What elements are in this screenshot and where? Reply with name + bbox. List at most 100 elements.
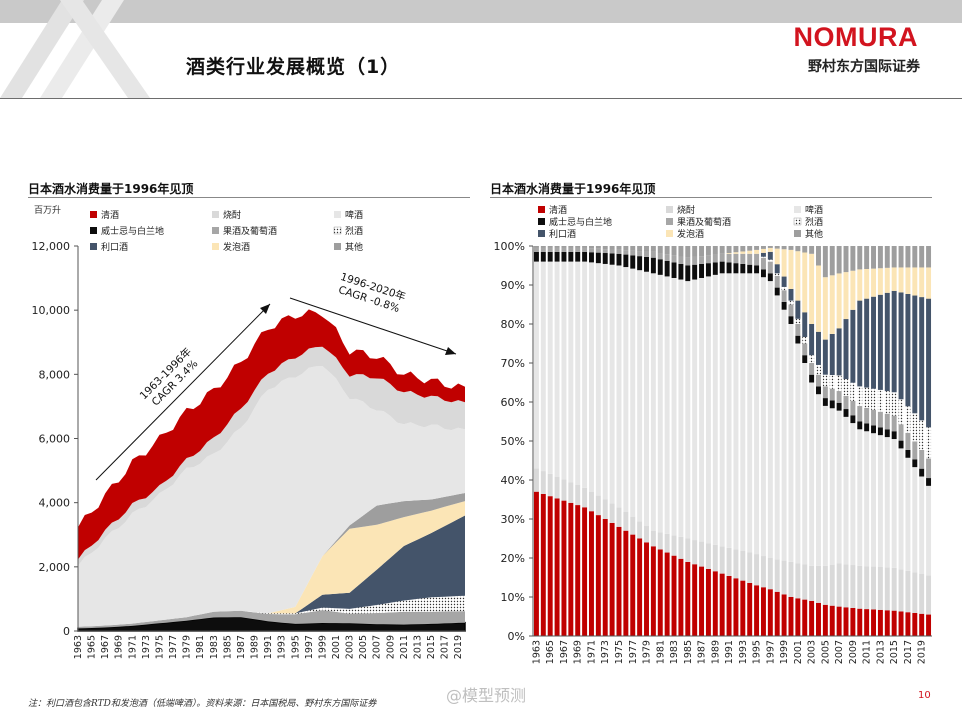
bar-其他 bbox=[740, 246, 746, 252]
bar-发泡酒 bbox=[864, 269, 870, 299]
legend-swatch-烧酎 bbox=[212, 211, 219, 218]
bar-其他 bbox=[843, 246, 849, 273]
bar-威士忌与白兰地 bbox=[747, 264, 753, 274]
bar-威士忌与白兰地 bbox=[540, 251, 546, 262]
bar-果酒及葡萄酒 bbox=[712, 254, 718, 263]
bar-清酒 bbox=[664, 552, 670, 636]
legend-label-其他: 其他 bbox=[805, 228, 823, 240]
bar-烧酎 bbox=[795, 563, 801, 599]
bar-清酒 bbox=[740, 580, 746, 636]
bar-利口酒 bbox=[898, 292, 904, 400]
bar-其他 bbox=[864, 246, 870, 270]
x-tick-label: 1995 bbox=[752, 640, 763, 664]
legend-swatch-烈酒 bbox=[793, 217, 802, 226]
legend-label-清酒: 清酒 bbox=[549, 204, 567, 216]
bar-烧酎 bbox=[843, 564, 849, 608]
bar-利口酒 bbox=[788, 288, 794, 301]
bar-烈酒 bbox=[822, 374, 828, 387]
bar-威士忌与白兰地 bbox=[547, 251, 553, 262]
legend-swatch-威士忌与白兰地 bbox=[90, 227, 97, 234]
bar-清酒 bbox=[816, 602, 821, 636]
bar-威士忌与白兰地 bbox=[678, 263, 684, 280]
legend-swatch-烈酒 bbox=[333, 226, 342, 235]
bar-啤酒 bbox=[774, 295, 780, 560]
bar-烧酎 bbox=[912, 572, 918, 613]
x-tick-label: 2011 bbox=[862, 640, 873, 664]
legend-swatch-清酒 bbox=[538, 206, 545, 213]
bar-威士忌与白兰地 bbox=[816, 386, 821, 395]
bar-啤酒 bbox=[898, 448, 904, 570]
bar-啤酒 bbox=[760, 277, 766, 557]
bar-发泡酒 bbox=[788, 249, 794, 289]
bar-清酒 bbox=[671, 555, 677, 636]
bar-其他 bbox=[582, 246, 588, 248]
bar-威士忌与白兰地 bbox=[671, 262, 677, 278]
bar-其他 bbox=[719, 246, 725, 254]
bar-啤酒 bbox=[871, 433, 876, 567]
header-bar: 酒类行业发展概览（1） NOMURA 野村东方国际证券 bbox=[0, 0, 962, 98]
bar-烧酎 bbox=[857, 565, 863, 609]
bar-威士忌与白兰地 bbox=[795, 335, 801, 344]
bar-清酒 bbox=[692, 564, 698, 636]
bar-其他 bbox=[561, 246, 567, 248]
area-series-烈酒 bbox=[78, 595, 465, 627]
bar-烧酎 bbox=[774, 559, 780, 592]
bar-威士忌与白兰地 bbox=[554, 251, 560, 262]
area-series-果酒及葡萄酒 bbox=[78, 610, 465, 629]
legend-swatch-果酒及葡萄酒 bbox=[212, 227, 219, 234]
bar-烧酎 bbox=[884, 567, 890, 611]
legend-label-果酒及葡萄酒: 果酒及葡萄酒 bbox=[223, 225, 277, 237]
bar-烧酎 bbox=[650, 530, 656, 547]
area-series-烧酎 bbox=[78, 346, 465, 566]
x-tick-label: 2013 bbox=[412, 635, 423, 659]
bar-威士忌与白兰地 bbox=[726, 262, 732, 274]
x-tick-label: 2009 bbox=[848, 640, 859, 664]
bar-果酒及葡萄酒 bbox=[781, 290, 787, 302]
bar-威士忌与白兰地 bbox=[850, 415, 856, 424]
bar-烧酎 bbox=[533, 468, 539, 492]
bar-清酒 bbox=[547, 496, 553, 636]
bar-清酒 bbox=[926, 614, 932, 636]
bar-清酒 bbox=[733, 578, 739, 636]
legend-swatch-烧酎 bbox=[666, 206, 673, 213]
bar-啤酒 bbox=[926, 485, 932, 576]
bar-啤酒 bbox=[864, 431, 870, 567]
bar-威士忌与白兰地 bbox=[582, 251, 588, 262]
x-tick-label: 1981 bbox=[655, 640, 666, 664]
bar-果酒及葡萄酒 bbox=[637, 251, 643, 257]
bar-烧酎 bbox=[664, 533, 670, 553]
bar-清酒 bbox=[781, 594, 787, 636]
bar-烧酎 bbox=[926, 575, 932, 615]
bar-啤酒 bbox=[650, 273, 656, 531]
area-series-其他 bbox=[78, 493, 465, 627]
x-tick-label: 1973 bbox=[600, 640, 611, 664]
bar-清酒 bbox=[623, 530, 629, 636]
bar-威士忌与白兰地 bbox=[912, 459, 918, 468]
bar-清酒 bbox=[850, 608, 856, 636]
x-tick-label: 2005 bbox=[358, 635, 369, 659]
bar-其他 bbox=[926, 246, 932, 268]
bar-烈酒 bbox=[891, 392, 897, 416]
bar-果酒及葡萄酒 bbox=[547, 247, 553, 252]
bar-果酒及葡萄酒 bbox=[767, 261, 773, 274]
bar-发泡酒 bbox=[767, 247, 773, 252]
bar-烧酎 bbox=[905, 570, 911, 613]
bar-啤酒 bbox=[802, 363, 808, 565]
bar-其他 bbox=[678, 246, 684, 257]
bar-啤酒 bbox=[699, 277, 705, 542]
bar-利口酒 bbox=[760, 252, 766, 257]
bar-果酒及葡萄酒 bbox=[788, 304, 794, 317]
bar-烧酎 bbox=[671, 535, 677, 556]
bar-威士忌与白兰地 bbox=[802, 355, 808, 363]
bar-其他 bbox=[630, 246, 636, 251]
bar-果酒及葡萄酒 bbox=[644, 251, 649, 257]
bar-其他 bbox=[871, 246, 876, 269]
bar-清酒 bbox=[829, 605, 835, 636]
bar-发泡酒 bbox=[733, 252, 739, 254]
bar-啤酒 bbox=[561, 261, 567, 480]
bar-果酒及葡萄酒 bbox=[685, 257, 691, 266]
bar-果酒及葡萄酒 bbox=[705, 255, 711, 264]
bar-威士忌与白兰地 bbox=[623, 254, 629, 268]
